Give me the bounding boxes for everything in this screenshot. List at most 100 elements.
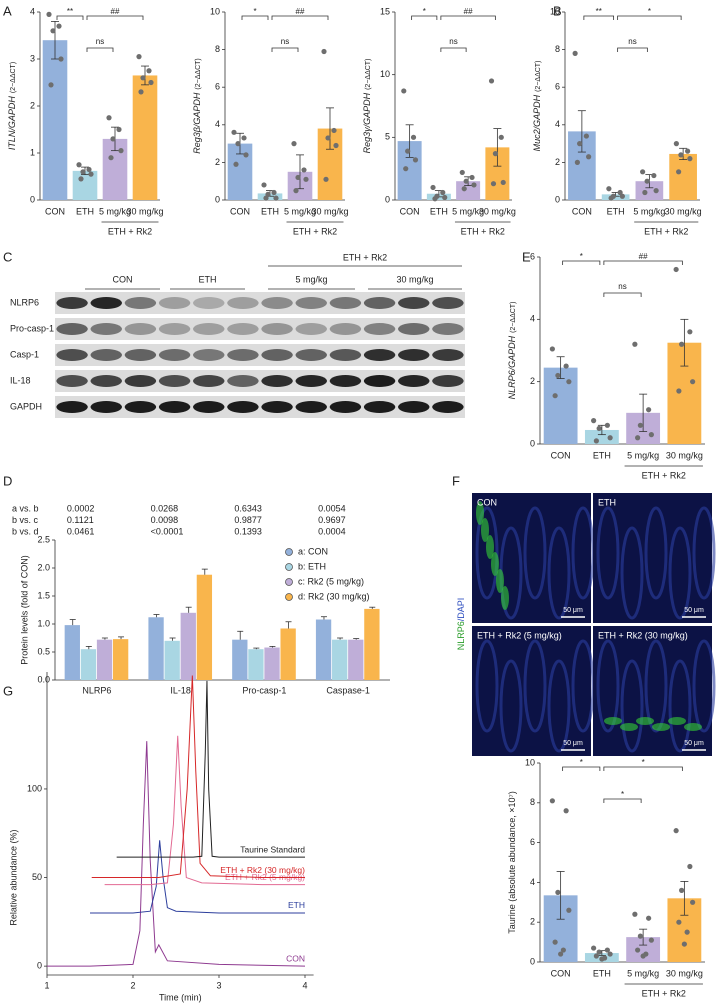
legend-marker bbox=[285, 578, 293, 586]
comparison-value: 0.1393 bbox=[234, 526, 262, 536]
micrograph-label: ETH + Rk2 (5 mg/kg) bbox=[477, 630, 562, 640]
blot-band bbox=[193, 375, 225, 387]
blot-band bbox=[227, 323, 259, 335]
data-point bbox=[492, 151, 499, 157]
y-tick-label: 6 bbox=[215, 82, 220, 92]
blot-band bbox=[363, 401, 396, 413]
blot-band bbox=[398, 401, 430, 413]
significance-bracket bbox=[603, 798, 642, 803]
data-point bbox=[243, 152, 249, 158]
panel-label: C bbox=[3, 249, 12, 264]
blot-band bbox=[432, 401, 464, 413]
data-point bbox=[549, 346, 555, 352]
y-tick-label: 8 bbox=[215, 44, 220, 54]
data-point bbox=[574, 159, 580, 165]
y-tick-label: 15 bbox=[380, 6, 390, 16]
bar bbox=[96, 639, 113, 680]
blot-band bbox=[363, 323, 396, 335]
data-point bbox=[572, 50, 578, 56]
comparison-label: a vs. b bbox=[12, 503, 39, 513]
y-label-text: NLRP6/GAPDH bbox=[507, 335, 517, 399]
x-tick-label: ETH bbox=[607, 206, 625, 216]
x-tick-label: 30 mg/kg bbox=[666, 450, 703, 460]
blot-row-label: Casp-1 bbox=[10, 349, 39, 359]
y-axis-label: Relative abundance (%) bbox=[8, 830, 18, 926]
blot-group-label: ETH bbox=[199, 274, 217, 284]
significance-label: ** bbox=[67, 7, 73, 16]
data-point bbox=[412, 157, 419, 163]
blot-band bbox=[158, 349, 191, 361]
blot-band bbox=[432, 297, 464, 309]
tissue bbox=[668, 526, 692, 620]
green-signal bbox=[491, 552, 499, 576]
y-tick-label: 0.0 bbox=[37, 674, 50, 684]
data-point bbox=[552, 393, 558, 399]
blot-band bbox=[90, 297, 122, 309]
significance-label: * bbox=[580, 252, 583, 261]
bar bbox=[397, 141, 422, 200]
bar bbox=[64, 625, 80, 680]
data-point bbox=[596, 949, 602, 955]
blot-band bbox=[56, 323, 88, 335]
panel-label: B bbox=[553, 3, 562, 18]
data-point bbox=[461, 186, 467, 192]
chromatogram-line bbox=[90, 840, 305, 914]
data-point bbox=[651, 172, 657, 179]
blot-band bbox=[193, 349, 225, 361]
y-tick-label: 0 bbox=[385, 194, 390, 204]
data-point bbox=[617, 189, 623, 196]
scale-bar-label: 50 μm bbox=[684, 740, 704, 747]
green-signal bbox=[496, 569, 504, 593]
data-point bbox=[235, 141, 241, 147]
data-point bbox=[644, 178, 650, 184]
data-point bbox=[687, 329, 693, 335]
significance-label: ## bbox=[111, 7, 120, 16]
significance-label: * bbox=[648, 7, 651, 16]
blot-band bbox=[329, 323, 362, 335]
tissue bbox=[620, 659, 644, 753]
bar bbox=[364, 608, 380, 680]
blot-band bbox=[158, 375, 191, 387]
micrograph-label: ETH bbox=[598, 497, 616, 507]
stain-blue: /DAPI bbox=[456, 598, 466, 622]
blot-band bbox=[432, 349, 464, 361]
significance-label: * bbox=[253, 7, 256, 16]
comparison-value: 0.0461 bbox=[67, 526, 95, 536]
significance-label: * bbox=[621, 790, 624, 799]
x-tick-label: CON bbox=[230, 206, 250, 216]
data-point bbox=[653, 188, 659, 194]
data-point bbox=[646, 915, 652, 921]
data-point bbox=[80, 169, 86, 175]
blot-band bbox=[158, 401, 191, 413]
data-point bbox=[563, 808, 569, 814]
significance-bracket bbox=[411, 15, 438, 20]
blot-band bbox=[227, 297, 259, 309]
y-axis-label: Reg3β/GAPDH (2−ΔΔCT) bbox=[192, 58, 202, 154]
blot-band bbox=[295, 401, 327, 413]
y-tick-label: 10 bbox=[210, 6, 220, 16]
data-point bbox=[681, 941, 687, 947]
group-label: ETH + Rk2 bbox=[461, 226, 505, 236]
y-tick-label: 0 bbox=[37, 961, 42, 971]
y-axis-label: Taurine (absolute abundance, ×10⁷) bbox=[507, 791, 517, 934]
y-axis-label: NLRP6/GAPDH (2−ΔΔCT) bbox=[507, 302, 517, 400]
data-point bbox=[604, 947, 610, 953]
data-point bbox=[333, 142, 339, 149]
significance-label: * bbox=[580, 758, 583, 767]
green-signal bbox=[668, 717, 686, 725]
data-point bbox=[577, 141, 583, 147]
y-tick-label: 2 bbox=[530, 917, 535, 927]
blot-band bbox=[329, 401, 362, 413]
tissue bbox=[475, 639, 499, 733]
data-point bbox=[606, 186, 612, 192]
blot-rk2-label: ETH + Rk2 bbox=[343, 252, 387, 262]
data-point bbox=[599, 956, 605, 962]
blot-band bbox=[432, 375, 464, 387]
bar bbox=[42, 40, 68, 201]
chromatogram-line bbox=[47, 741, 306, 967]
tissue bbox=[596, 506, 620, 600]
blot-band bbox=[261, 297, 293, 309]
blot-band bbox=[90, 349, 122, 361]
legend-label: c: Rk2 (5 mg/kg) bbox=[298, 576, 364, 586]
blot-row-label: IL-18 bbox=[10, 375, 31, 385]
